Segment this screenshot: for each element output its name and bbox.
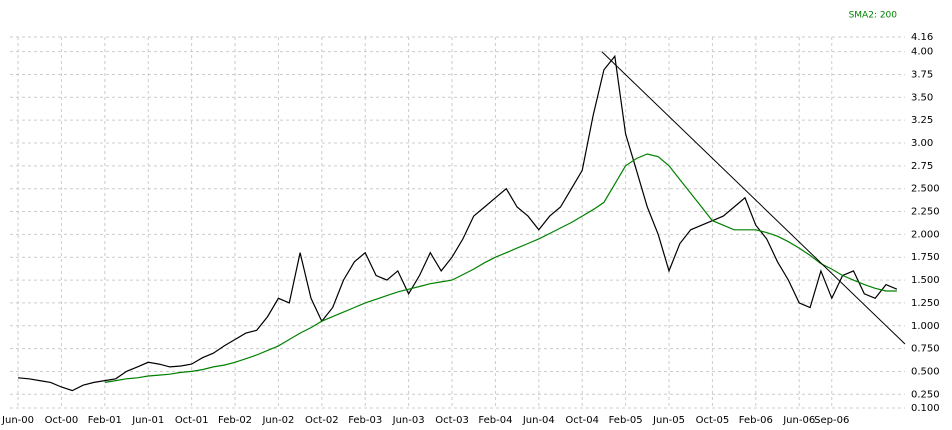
y-tick-label: 2.250 xyxy=(911,207,940,218)
y-tick-label: 0.500 xyxy=(911,366,940,377)
x-tick-label: Jun-06 xyxy=(782,415,815,426)
x-tick-label: Sep-06 xyxy=(814,415,849,426)
y-tick-label: 1.250 xyxy=(911,298,940,309)
x-tick-label: Jun-03 xyxy=(392,415,425,426)
x-tick-label: Jun-00 xyxy=(1,415,34,426)
y-tick-label: 3.75 xyxy=(911,69,933,80)
x-tick-label: Oct-05 xyxy=(696,415,730,426)
y-tick-label: 1.750 xyxy=(911,252,940,263)
x-tick-label: Oct-04 xyxy=(565,415,599,426)
x-tick-label: Feb-02 xyxy=(218,415,252,426)
series-line xyxy=(17,54,898,392)
series-line xyxy=(104,153,897,383)
x-tick-label: Feb-04 xyxy=(478,415,512,426)
x-tick-label: Jun-02 xyxy=(261,415,294,426)
y-tick-label: 4.16 xyxy=(911,32,933,43)
y-tick-label: 3.50 xyxy=(911,92,933,103)
x-tick-label: Oct-03 xyxy=(435,415,469,426)
y-tick-label: 0.750 xyxy=(911,344,940,355)
y-tick-label: 0.250 xyxy=(911,389,940,400)
y-tick-label: 2.000 xyxy=(911,229,940,240)
trendline xyxy=(601,51,906,345)
y-tick-label: 3.00 xyxy=(911,138,933,149)
x-tick-label: Jun-01 xyxy=(131,415,164,426)
y-tick-label: 4.00 xyxy=(911,47,933,58)
x-tick-label: Feb-03 xyxy=(348,415,382,426)
x-tick-label: Feb-01 xyxy=(88,415,122,426)
x-tick-label: Feb-06 xyxy=(739,415,773,426)
x-tick-label: Jun-04 xyxy=(522,415,555,426)
legend-label: SMA2: 200 xyxy=(849,11,898,21)
y-tick-label: 1.500 xyxy=(911,275,940,286)
y-tick-label: 3.25 xyxy=(911,115,933,126)
y-tick-label: 2.75 xyxy=(911,161,933,172)
x-tick-label: Oct-00 xyxy=(45,415,79,426)
y-tick-label: 0.100 xyxy=(911,403,940,414)
x-tick-label: Oct-01 xyxy=(175,415,209,426)
x-tick-label: Feb-05 xyxy=(609,415,643,426)
x-tick-label: Jun-05 xyxy=(652,415,685,426)
x-tick-label: Oct-02 xyxy=(305,415,339,426)
y-tick-label: 2.500 xyxy=(911,184,940,195)
y-tick-label: 1.000 xyxy=(911,321,940,332)
